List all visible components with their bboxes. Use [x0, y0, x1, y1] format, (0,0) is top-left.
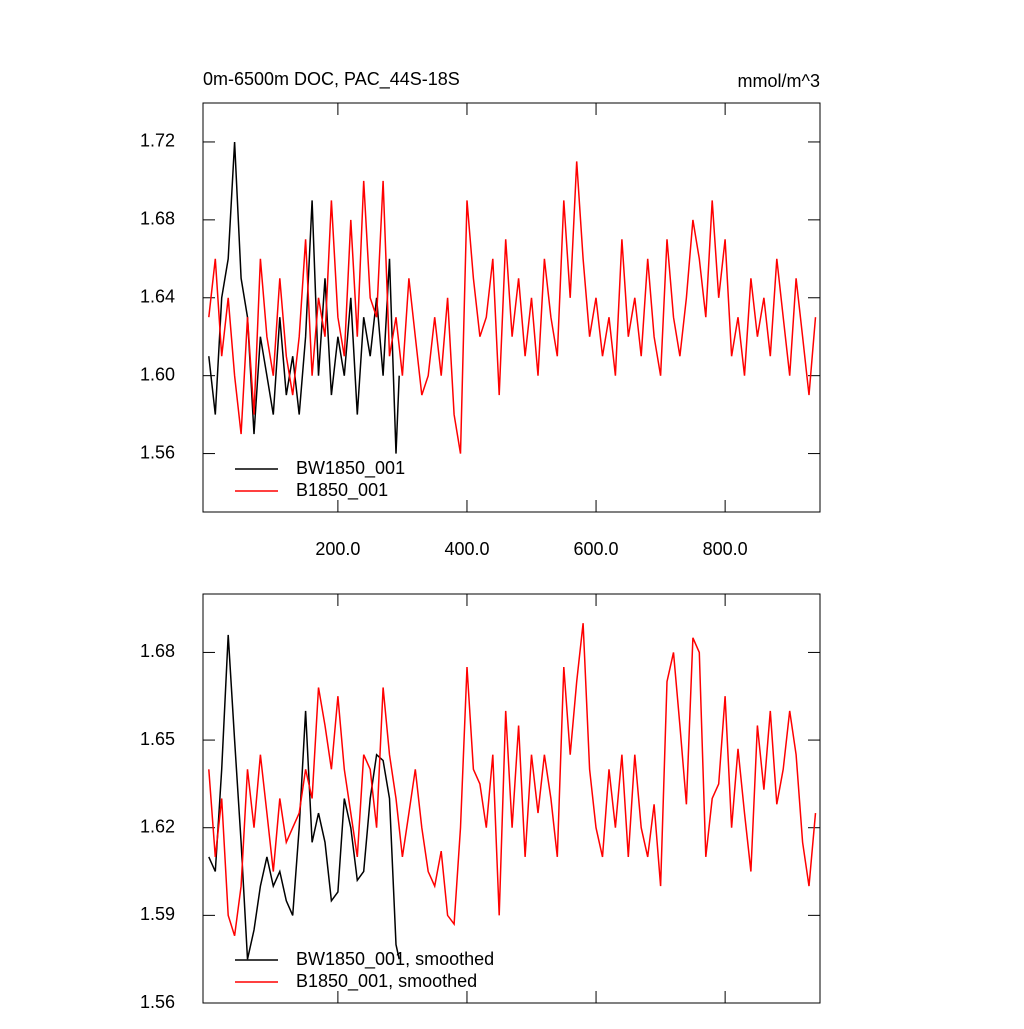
data-line	[208, 634, 400, 960]
plot-frame	[202, 593, 821, 1004]
y-tick-label: 1.60	[140, 364, 175, 384]
x-tick-label: 400.0	[444, 539, 489, 559]
y-tick-label: 1.68	[140, 641, 175, 661]
legend-label: B1850_001	[296, 480, 388, 501]
data-line	[208, 623, 817, 937]
y-tick-label: 1.56	[140, 442, 175, 462]
y-tick-label: 1.64	[140, 287, 175, 307]
y-tick-label: 1.65	[140, 729, 175, 749]
legend-label: BW1850_001	[296, 458, 405, 479]
y-tick-label: 1.62	[140, 816, 175, 836]
chart-title: 0m-6500m DOC, PAC_44S-18S	[203, 69, 460, 90]
legend-label: BW1850_001, smoothed	[296, 949, 494, 970]
x-tick-label: 600.0	[574, 539, 619, 559]
y-tick-label: 1.59	[140, 904, 175, 924]
y-tick-label: 1.68	[140, 209, 175, 229]
plot-frame	[202, 102, 821, 513]
units-label: mmol/m^3	[738, 71, 820, 91]
x-tick-label: 800.0	[703, 539, 748, 559]
legend-label: B1850_001, smoothed	[296, 971, 477, 992]
data-line	[208, 141, 400, 454]
data-line	[208, 161, 817, 454]
y-tick-label: 1.56	[140, 992, 175, 1012]
x-tick-label: 200.0	[315, 539, 360, 559]
y-tick-label: 1.72	[140, 131, 175, 151]
